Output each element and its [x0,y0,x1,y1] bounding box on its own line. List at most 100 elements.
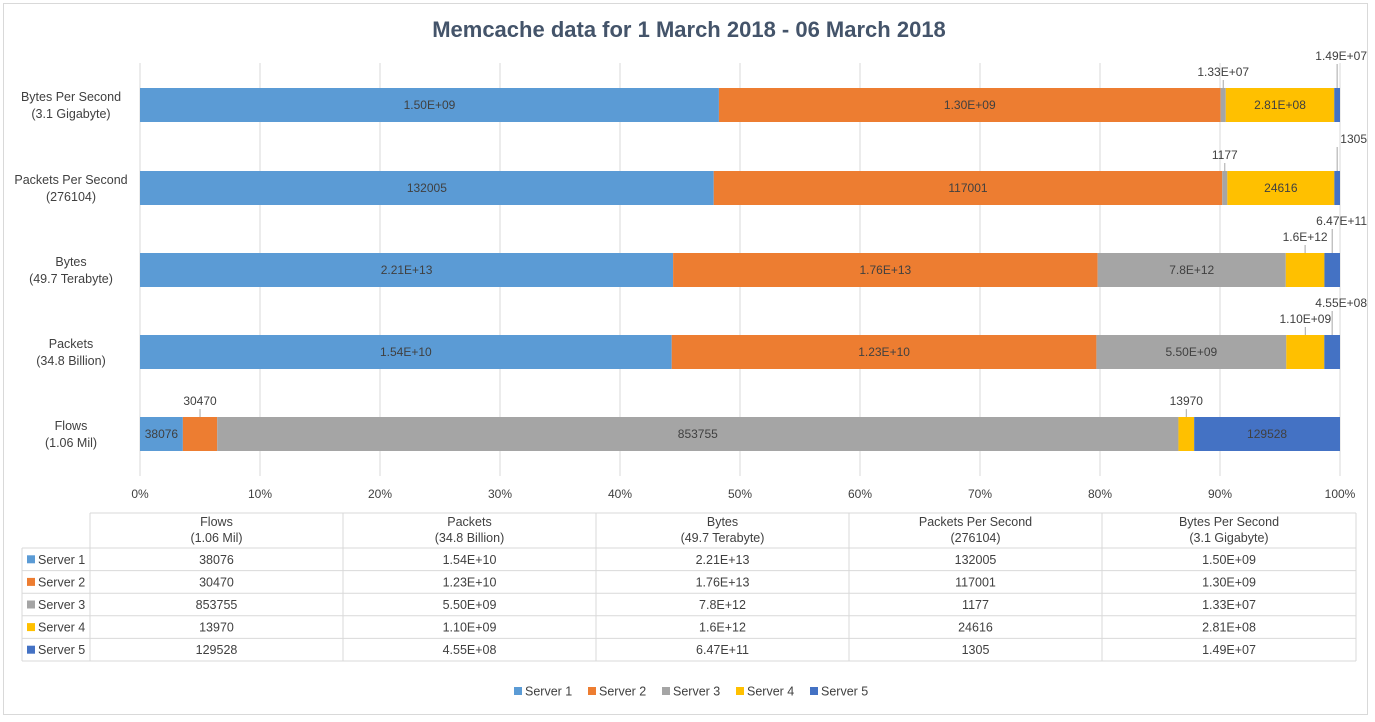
legend: Server 1 Server 2 Server 3 Server 4 Server 5 [514,685,868,699]
bar-segment [1286,335,1325,369]
table-cell: 129528 [196,643,238,657]
bar-segment [713,171,1223,205]
category-sublabel: (49.7 Terabyte) [29,272,113,286]
data-label: 5.50E+09 [1166,345,1218,359]
table-header: Flows [200,515,233,529]
bar-segment [140,335,672,369]
table-row-label: Server 4 [38,621,85,635]
legend-label: Server 2 [599,685,646,699]
data-label: 1177 [1212,148,1238,162]
table-header-sub: (3.1 Gigabyte) [1189,531,1268,545]
x-axis-ticks: 0% 10% 20% 30% 40% 50% 60% 70% 80% 90% 100% [131,487,1355,501]
table-cell: 1.54E+10 [443,553,497,567]
data-label: 1.76E+13 [860,263,912,277]
x-tick-label: 20% [368,487,392,501]
bar-segment [1324,335,1340,369]
bar-segment [1227,171,1335,205]
data-label: 7.8E+12 [1169,263,1214,277]
table-cell: 853755 [196,598,238,612]
bar-segment [1334,88,1340,122]
table-cell: 5.50E+09 [443,598,497,612]
bars [140,88,1340,451]
table-cell: 117001 [955,575,996,589]
table-header-sub: (49.7 Terabyte) [681,531,765,545]
table-legend-key [27,577,35,586]
data-label: 132005 [407,181,447,195]
table-cell: 1177 [962,598,989,612]
data-label: 1.10E+09 [1279,312,1331,326]
bar-segment [1178,417,1195,451]
table-cell: 1.6E+12 [699,621,746,635]
x-tick-label: 70% [968,487,992,501]
data-label: 1305 [1340,132,1367,146]
bar-segment [182,417,218,451]
data-label: 129528 [1247,427,1287,441]
table-row-label: Server 3 [38,598,85,612]
category-sublabel: (276104) [46,190,96,204]
x-tick-label: 0% [131,487,149,501]
table-row-label: Server 5 [38,643,85,657]
table-cell: 2.21E+13 [696,553,750,567]
category-label: Packets Per Second [14,173,127,187]
legend-swatch [810,687,818,695]
table-cell: 4.55E+08 [443,643,497,657]
category-label: Packets [49,337,93,351]
data-label: 13970 [1170,394,1204,408]
bar-segment [140,417,183,451]
data-label: 1.49E+07 [1315,49,1367,63]
table-cell: 2.81E+08 [1202,621,1256,635]
data-label: 1.54E+10 [380,345,432,359]
category-sublabel: (34.8 Billion) [36,354,105,368]
bar-segment [1334,171,1340,205]
legend-swatch [588,687,596,695]
category-axis: Flows (1.06 Mil) Packets (34.8 Billion) Byte… [14,90,127,450]
table-cell: 1.50E+09 [1202,553,1256,567]
chart-frame [3,3,1368,715]
data-label: 30470 [183,394,217,408]
bar-segment [140,171,714,205]
legend-label: Server 1 [525,685,572,699]
bar-segment [1096,335,1287,369]
x-tick-label: 80% [1088,487,1112,501]
x-tick-label: 60% [848,487,872,501]
legend-swatch [514,687,522,695]
data-label: 1.23E+10 [858,345,910,359]
category-sublabel: (3.1 Gigabyte) [31,107,110,121]
table-cell: 24616 [958,621,993,635]
x-tick-label: 40% [608,487,632,501]
x-tick-label: 100% [1325,487,1356,501]
data-label: 853755 [678,427,718,441]
bar-segment [671,335,1097,369]
legend-swatch [662,687,670,695]
table-row-label: Server 1 [38,553,85,567]
table-row-label: Server 2 [38,575,85,589]
bar-segment [140,88,719,122]
data-label: 1.33E+07 [1197,65,1249,79]
table-header: Packets [447,515,491,529]
table-legend-key [27,555,35,564]
data-labels: 38076 853755 129528 30470 13970 1.54E+10 1.23E… [145,49,1368,441]
legend-label: Server 3 [673,685,720,699]
data-label: 4.55E+08 [1315,296,1367,310]
table-cell: 38076 [199,553,234,567]
data-label: 1.50E+09 [404,98,456,112]
x-tick-label: 50% [728,487,752,501]
table-cell: 1.33E+07 [1202,598,1256,612]
table-legend-key [27,600,35,609]
table-cell: 1.23E+10 [443,575,497,589]
table-header-sub: (1.06 Mil) [190,531,242,545]
table-cell: 1.49E+07 [1202,643,1256,657]
legend-label: Server 4 [747,685,794,699]
category-label: Bytes Per Second [21,90,121,104]
table-cell: 6.47E+11 [696,643,749,657]
table-cell: 1305 [962,643,990,657]
table-header: Bytes Per Second [1179,515,1279,529]
table-legend-key [27,645,35,654]
data-label: 1.30E+09 [944,98,996,112]
table-cell: 30470 [199,575,234,589]
bar-segment [140,253,674,287]
x-tick-label: 90% [1208,487,1232,501]
table-cell: 1.76E+13 [696,575,750,589]
table-header: Bytes [707,515,738,529]
data-label: 1.6E+12 [1283,230,1328,244]
